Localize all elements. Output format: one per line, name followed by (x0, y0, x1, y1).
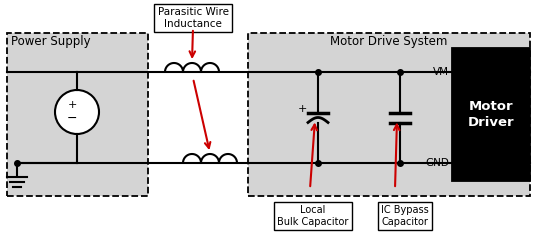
Text: Parasitic Wire
Inductance: Parasitic Wire Inductance (157, 7, 229, 29)
Text: +: + (67, 100, 77, 110)
Text: Motor Drive System: Motor Drive System (330, 35, 448, 48)
Text: −: − (67, 112, 77, 124)
Bar (7, 33, 148, 196)
Text: Motor
Driver: Motor Driver (468, 100, 514, 129)
Text: Power Supply: Power Supply (11, 35, 91, 48)
Text: VM: VM (433, 67, 449, 77)
Bar (248, 33, 530, 196)
Text: GND: GND (425, 158, 449, 168)
Circle shape (55, 90, 99, 134)
Text: +: + (297, 103, 307, 113)
Text: IC Bypass
Capacitor: IC Bypass Capacitor (381, 205, 429, 227)
Bar (452, 48, 530, 181)
Text: Local
Bulk Capacitor: Local Bulk Capacitor (277, 205, 349, 227)
